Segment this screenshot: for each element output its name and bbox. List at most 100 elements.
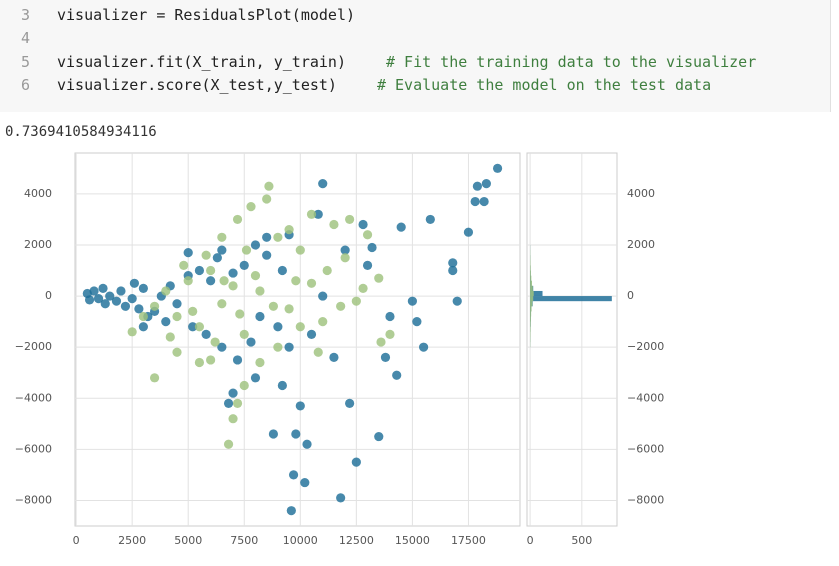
histogram-bar [530, 275, 532, 281]
point [127, 327, 137, 337]
point [120, 301, 131, 311]
point [295, 322, 305, 332]
point [111, 296, 122, 306]
point [329, 352, 339, 362]
point [100, 299, 110, 309]
point [161, 286, 171, 296]
line-number: 5 [20, 52, 30, 71]
point [380, 352, 391, 362]
point [412, 317, 422, 327]
code-text: visualizer.fit(X_train, y_train) [57, 52, 346, 71]
point [172, 347, 182, 357]
histogram-bar [530, 290, 543, 297]
point [188, 322, 198, 332]
point [358, 283, 368, 294]
point [336, 301, 346, 311]
point [264, 181, 274, 191]
point [448, 265, 458, 276]
point [340, 245, 350, 255]
x-tick-label: 2500 [118, 534, 146, 547]
y-tick-label: −8000 [627, 493, 664, 506]
point [492, 163, 503, 173]
point [302, 439, 312, 449]
point [84, 295, 95, 305]
point [217, 299, 227, 309]
y-tick-label: −4000 [627, 391, 664, 404]
point [201, 329, 211, 339]
plot-area [74, 152, 521, 527]
point [273, 322, 283, 332]
point [241, 245, 252, 255]
histogram-bar [530, 326, 531, 332]
point [452, 296, 462, 306]
x-tick-label: 500 [571, 534, 592, 547]
point [235, 309, 245, 319]
point [284, 342, 294, 352]
point [306, 329, 317, 339]
point [183, 248, 193, 258]
x-tick-label: 10000 [283, 534, 318, 547]
point [93, 294, 104, 304]
point [306, 209, 317, 219]
point [149, 373, 160, 383]
point [194, 265, 205, 276]
histogram-bar [530, 321, 531, 327]
point [246, 202, 256, 212]
code-comment: # Fit the training data to the visualize… [385, 52, 757, 71]
x-tick-label: 0 [73, 534, 80, 547]
point [250, 271, 261, 281]
point [228, 268, 238, 278]
point [385, 311, 395, 322]
point [217, 232, 227, 242]
histogram-bar [530, 311, 532, 317]
point [286, 506, 296, 516]
point [295, 245, 305, 255]
point [206, 276, 216, 286]
plot-area [526, 152, 618, 527]
point [284, 225, 294, 235]
y-tick-label: −2000 [627, 340, 664, 353]
point [340, 253, 350, 263]
histogram-bar [530, 280, 532, 286]
code-text: visualizer = ResidualsPlot(model) [57, 6, 356, 24]
point [250, 373, 261, 383]
point [98, 283, 108, 294]
point [396, 222, 406, 232]
point [472, 181, 483, 191]
point [306, 278, 317, 288]
point [385, 329, 395, 339]
point [165, 332, 175, 342]
point [262, 232, 272, 242]
point [206, 265, 216, 276]
point [322, 265, 332, 276]
point [228, 414, 238, 424]
point [425, 214, 435, 225]
code-line: visualizer.fit(X_train, y_train) # Fit th… [57, 53, 756, 71]
point [362, 230, 373, 240]
point [194, 357, 205, 368]
x-tick-label: 12500 [339, 534, 374, 547]
point [277, 265, 287, 276]
point [89, 286, 99, 296]
point [407, 296, 417, 306]
point [138, 311, 148, 322]
point [277, 380, 287, 391]
point [179, 260, 189, 271]
point [161, 317, 171, 327]
point [374, 431, 384, 442]
point [268, 429, 279, 439]
point [470, 196, 480, 207]
code-comment: # Evaluate the model on the test data [376, 75, 712, 94]
y-tick-label: 4000 [24, 187, 52, 200]
point [291, 429, 301, 439]
point [246, 337, 256, 347]
point [206, 355, 216, 365]
point [329, 219, 339, 230]
point [149, 301, 160, 311]
point [105, 291, 115, 301]
point [262, 194, 272, 204]
point [212, 253, 222, 263]
point [219, 276, 229, 286]
